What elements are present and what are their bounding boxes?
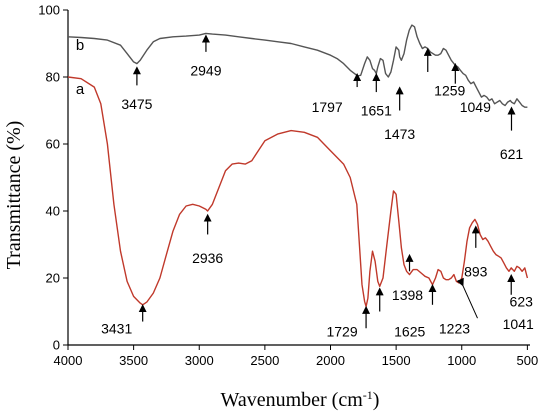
x-tick-label: 3500: [119, 353, 148, 368]
x-tick-label: 1500: [382, 353, 411, 368]
peak-label: 621: [500, 146, 524, 162]
series-line-a: [67, 76, 529, 308]
x-axis-label-close: ): [373, 389, 380, 411]
peak-label: 1797: [312, 99, 343, 115]
peak-label: 1398: [392, 287, 423, 303]
x-tick-label: 2500: [250, 353, 279, 368]
series-label-b: b: [76, 37, 84, 54]
peak-label: 1223: [439, 320, 470, 336]
series-label-a: a: [76, 81, 85, 98]
y-tick-label: 0: [53, 338, 60, 353]
peak-label: 3431: [101, 320, 132, 336]
x-axis-label: Wavenumber (cm-1): [221, 388, 380, 411]
y-tick-label: 40: [46, 204, 60, 219]
y-axis-label: Transmittance (%): [3, 121, 25, 270]
y-tick-label: 80: [46, 70, 60, 85]
x-tick-label: 500: [517, 353, 539, 368]
peak-label: 893: [464, 263, 488, 279]
x-axis-label-sup: -1: [363, 388, 373, 402]
peak-label: 1473: [384, 126, 415, 142]
series-layer: ab: [67, 24, 529, 308]
peak-label: 1625: [394, 324, 425, 340]
peak-label: 1259: [434, 82, 465, 98]
x-tick-label: 1000: [447, 353, 476, 368]
y-tick-label: 60: [46, 137, 60, 152]
x-tick-label: 2000: [316, 353, 345, 368]
peak-label: 1041: [503, 316, 534, 332]
x-tick-label: 4000: [54, 353, 83, 368]
peak-label: 2936: [192, 250, 223, 266]
peak-label: 1651: [361, 103, 392, 119]
peak-label: 1729: [326, 324, 357, 340]
x-axis-label-main: Wavenumber (cm: [221, 389, 364, 411]
series-line-b: [67, 24, 528, 108]
peak-label: 2949: [190, 62, 221, 78]
y-tick-label: 20: [46, 271, 60, 286]
y-tick-label: 100: [38, 3, 60, 18]
peak-label: 1049: [460, 99, 491, 115]
x-tick-label: 3000: [185, 353, 214, 368]
peak-label: 3475: [121, 96, 152, 112]
axes: 0 20 40 60 80 100 4000 3500 3000 2500 2000 1500 1000…: [38, 3, 538, 369]
peak-pointer-line: [456, 277, 478, 319]
peak-label: 623: [510, 293, 534, 309]
